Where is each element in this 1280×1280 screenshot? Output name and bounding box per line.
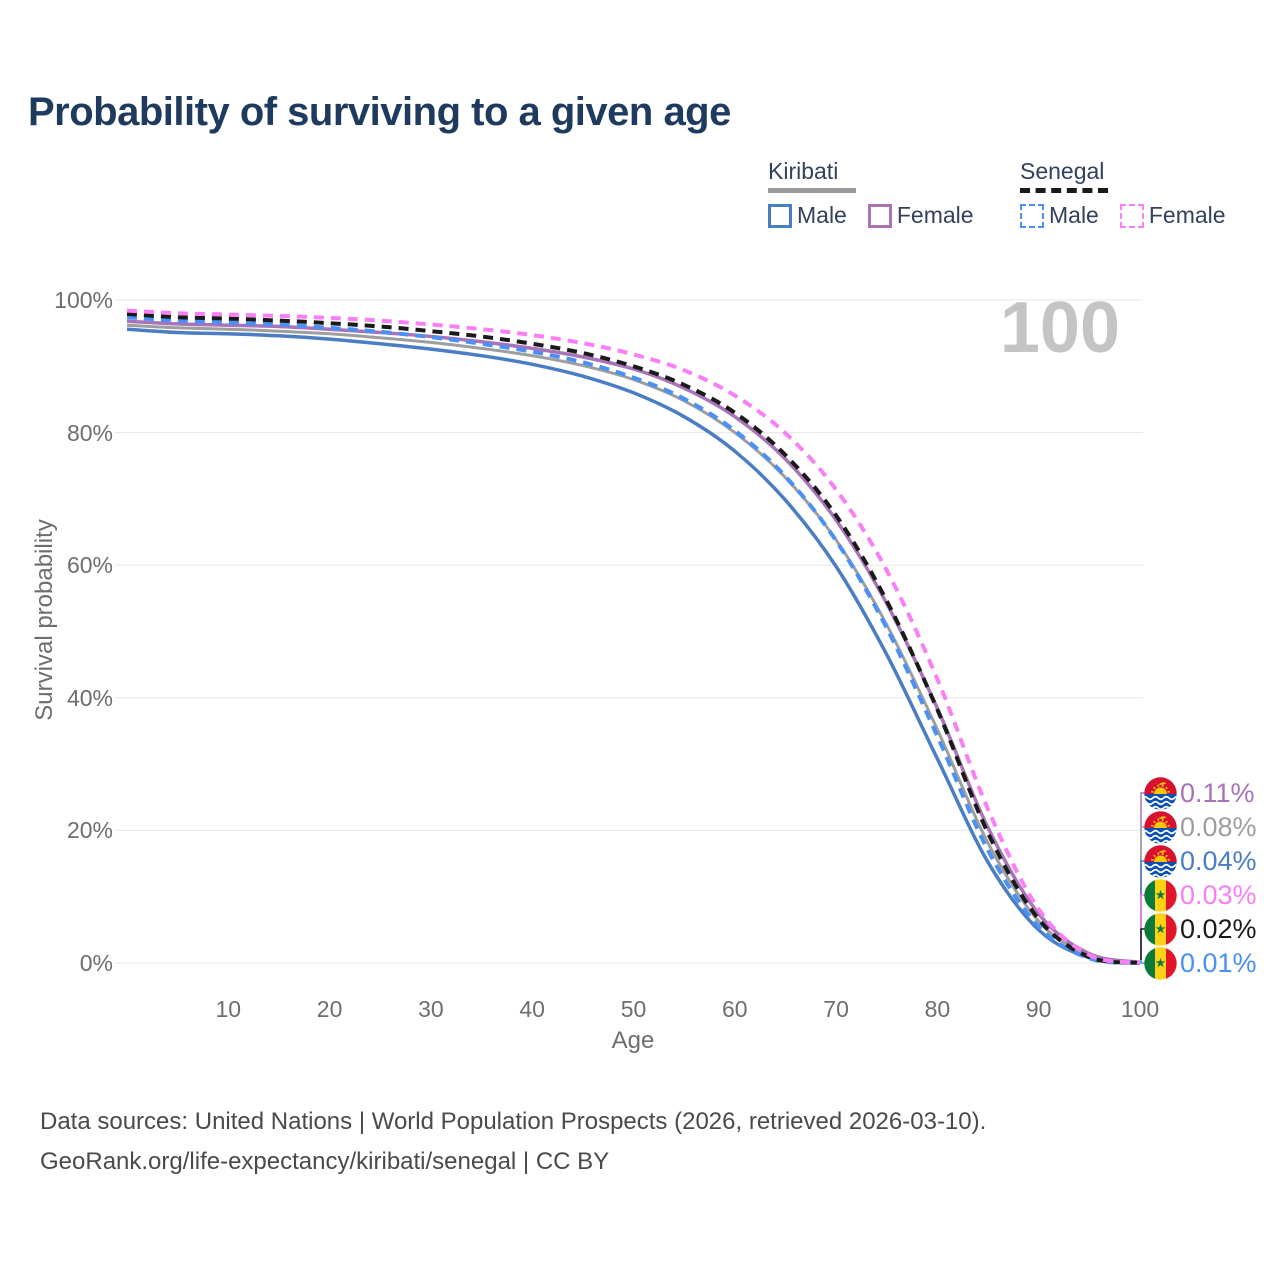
end-label-value: 0.03% xyxy=(1180,879,1257,910)
legend-item-label: Male xyxy=(1049,202,1099,228)
end-label-senegal-all: 0.02% xyxy=(1144,912,1257,946)
page-title: Probability of surviving to a given age xyxy=(28,90,731,134)
end-label-kiribati-male: 0.04% xyxy=(1144,844,1257,878)
y-tick-label: 60% xyxy=(66,552,113,579)
y-axis-title: Survival probability xyxy=(31,519,58,721)
senegal-flag-icon xyxy=(1144,912,1177,946)
kiribati-flag-icon xyxy=(1144,776,1177,810)
x-tick-label: 30 xyxy=(418,996,444,1022)
legend-item-kiribati-female[interactable]: Female xyxy=(867,202,974,229)
x-tick-label: 90 xyxy=(1025,996,1052,1022)
senegal-flag-icon xyxy=(1144,946,1177,980)
x-tick-label: 60 xyxy=(722,996,748,1022)
x-tick-label: 40 xyxy=(519,996,545,1022)
series-line-senegal-female xyxy=(126,308,1141,965)
x-tick-label: 100 xyxy=(1120,996,1160,1022)
y-tick-label: 20% xyxy=(66,817,113,844)
legend-group-senegal: Senegal Male Female xyxy=(1020,158,1226,229)
legend-header-senegal[interactable]: Senegal xyxy=(1020,158,1105,184)
y-tick-label: 80% xyxy=(66,419,113,446)
kiribati-flag-icon xyxy=(1144,844,1177,878)
x-tick-label: 20 xyxy=(316,996,343,1022)
legend-item-senegal-male[interactable]: Male xyxy=(1020,202,1099,229)
y-tick-label: 100% xyxy=(54,287,113,313)
x-tick-label: 50 xyxy=(620,996,647,1022)
end-label-senegal-male: 0.01% xyxy=(1144,946,1257,980)
series-line-kiribati-all xyxy=(126,323,1141,964)
legend-item-senegal-female[interactable]: Female xyxy=(1119,202,1226,229)
data-sources-text: Data sources: United Nations | World Pop… xyxy=(40,1108,987,1135)
legend-group-kiribati: Kiribati Male Female xyxy=(768,158,974,229)
hover-age-watermark: 100 xyxy=(999,288,1120,368)
end-label-value: 0.02% xyxy=(1180,913,1257,944)
series-line-kiribati-male xyxy=(126,327,1141,965)
x-tick-label: 70 xyxy=(823,996,849,1022)
end-label-kiribati-female: 0.11% xyxy=(1144,776,1255,810)
legend-item-label: Female xyxy=(1148,202,1226,228)
end-label-senegal-female: 0.03% xyxy=(1144,878,1257,912)
kiribati-male-swatch-icon xyxy=(768,203,792,228)
series-line-senegal-all xyxy=(126,311,1141,965)
kiribati-female-swatch-icon xyxy=(867,203,892,228)
kiribati-flag-icon xyxy=(1144,810,1177,844)
attribution-text: GeoRank.org/life-expectancy/kiribati/sen… xyxy=(40,1148,610,1175)
legend-item-label: Male xyxy=(797,202,847,228)
end-label-value: 0.04% xyxy=(1180,845,1257,876)
senegal-male-swatch-icon xyxy=(1020,203,1044,228)
legend-item-label: Female xyxy=(896,202,974,228)
senegal-female-swatch-icon xyxy=(1119,203,1144,228)
end-label-value: 0.08% xyxy=(1180,811,1257,842)
y-tick-label: 40% xyxy=(66,684,113,711)
legend-item-kiribati-male[interactable]: Male xyxy=(768,202,847,229)
end-label-value: 0.01% xyxy=(1180,947,1257,978)
end-label-value: 0.11% xyxy=(1180,777,1255,808)
y-tick-label: 0% xyxy=(79,950,113,976)
legend-header-kiribati[interactable]: Kiribati xyxy=(768,158,839,184)
x-axis-title: Age xyxy=(611,1027,655,1054)
senegal-line-style-sample xyxy=(1020,188,1108,193)
x-tick-label: 10 xyxy=(215,996,242,1022)
x-tick-label: 80 xyxy=(924,996,951,1022)
kiribati-line-style-sample xyxy=(768,188,856,193)
senegal-flag-icon xyxy=(1144,878,1177,912)
series-line-kiribati-female xyxy=(126,319,1141,965)
series-line-senegal-male xyxy=(126,315,1141,965)
end-label-kiribati-all: 0.08% xyxy=(1144,810,1257,844)
